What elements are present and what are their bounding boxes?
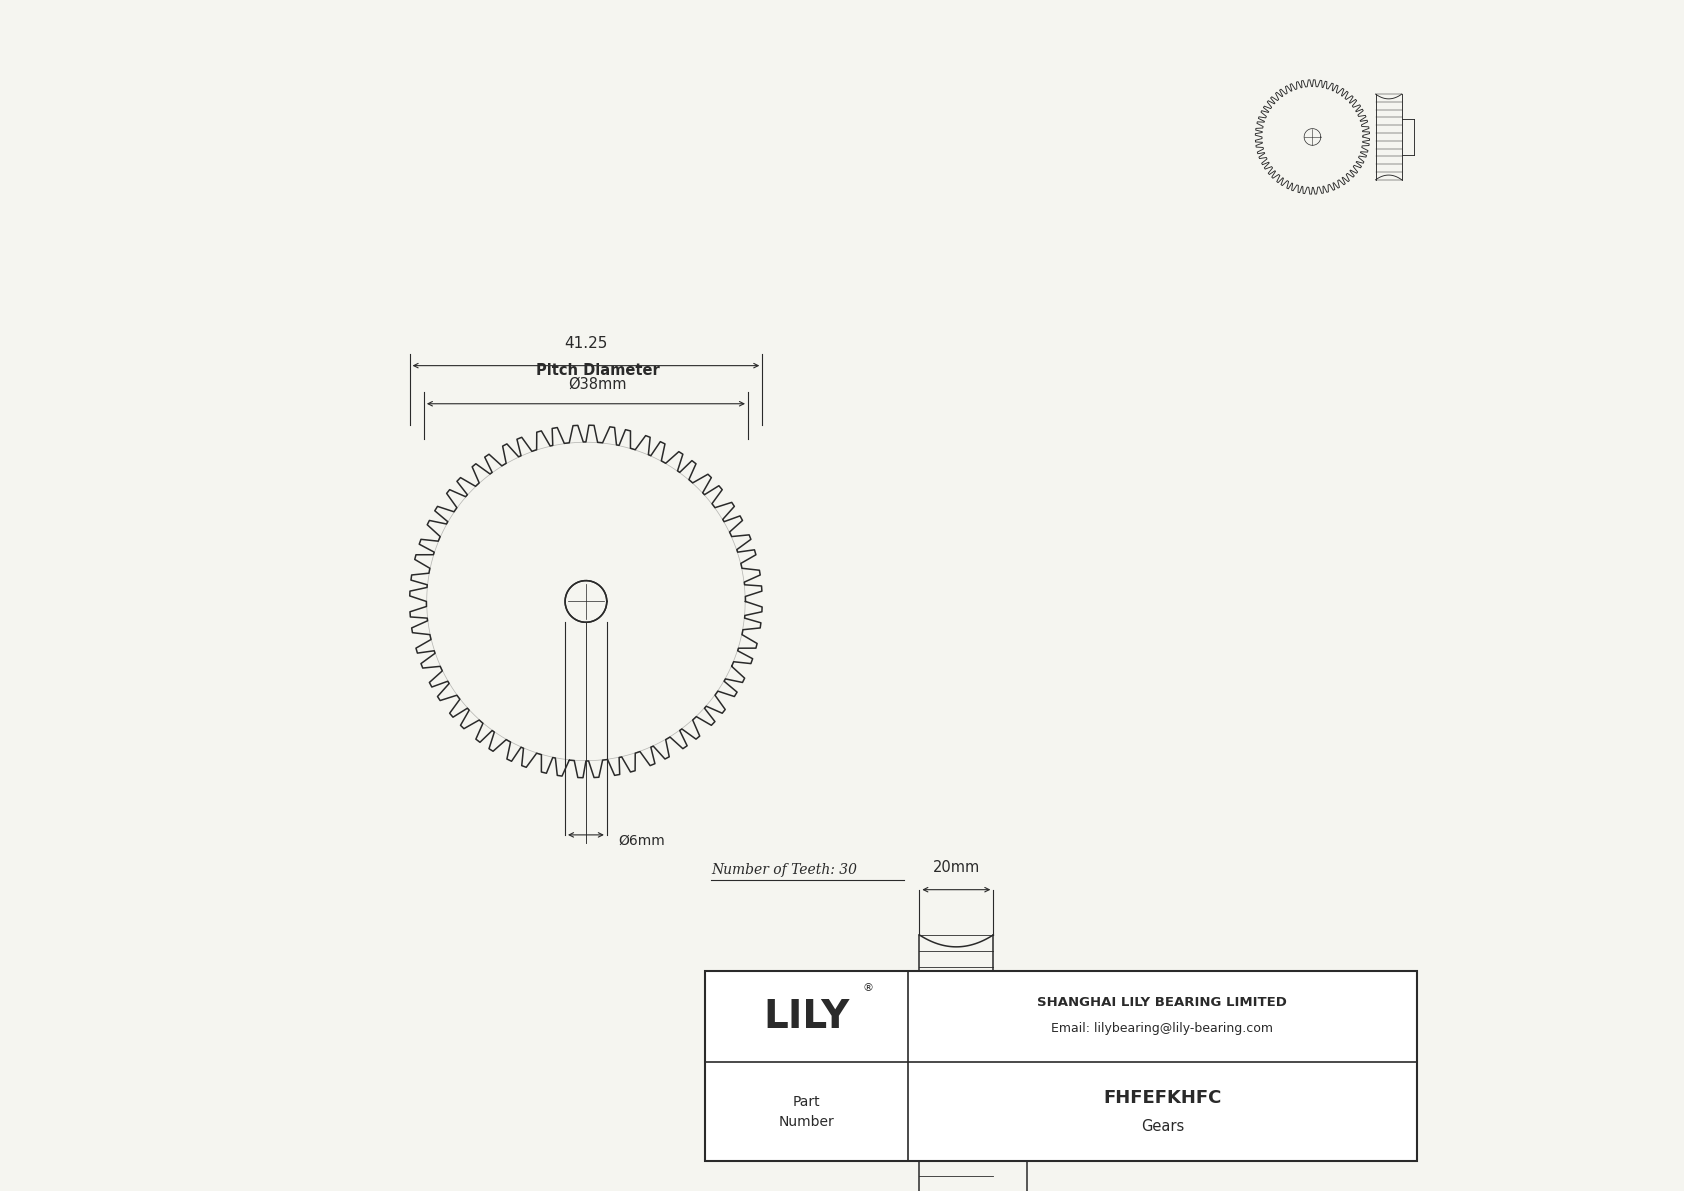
Text: Number of Teeth: 30: Number of Teeth: 30	[711, 863, 857, 878]
Text: Ø25mm: Ø25mm	[1140, 1146, 1196, 1159]
Text: Part
Number: Part Number	[778, 1095, 834, 1129]
Text: Email: lilybearing@lily-bearing.com: Email: lilybearing@lily-bearing.com	[1051, 1022, 1273, 1035]
FancyBboxPatch shape	[706, 971, 1418, 1161]
Text: Pitch Diameter: Pitch Diameter	[536, 362, 660, 378]
Text: 20mm: 20mm	[933, 860, 980, 875]
Text: 41.25: 41.25	[564, 336, 608, 351]
Text: Ø6mm: Ø6mm	[618, 834, 665, 848]
Text: 9mm: 9mm	[1039, 1031, 1074, 1046]
Text: Ø38mm: Ø38mm	[569, 376, 626, 392]
Text: Gears: Gears	[1140, 1118, 1184, 1134]
Text: ®: ®	[862, 983, 874, 993]
Text: SHANGHAI LILY BEARING LIMITED: SHANGHAI LILY BEARING LIMITED	[1037, 996, 1287, 1009]
Text: LILY: LILY	[763, 998, 849, 1035]
Text: FHFEFKHFC: FHFEFKHFC	[1103, 1089, 1221, 1106]
